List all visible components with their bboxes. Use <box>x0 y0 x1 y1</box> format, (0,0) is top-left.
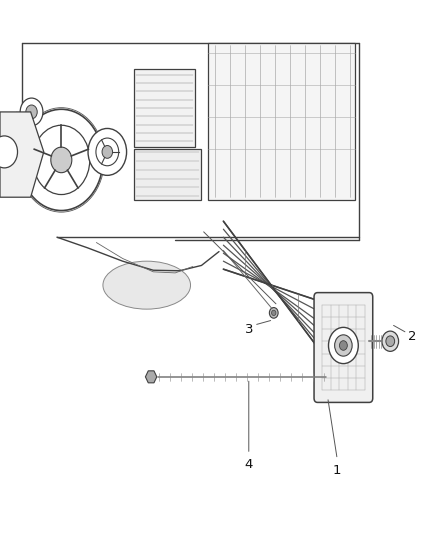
Circle shape <box>102 146 113 158</box>
Circle shape <box>386 336 395 346</box>
Text: 3: 3 <box>244 323 253 336</box>
Circle shape <box>339 341 347 350</box>
Circle shape <box>26 105 37 119</box>
Text: 2: 2 <box>408 330 417 343</box>
Circle shape <box>88 128 127 175</box>
Circle shape <box>33 125 90 195</box>
FancyBboxPatch shape <box>314 293 373 402</box>
Text: 4: 4 <box>244 458 253 471</box>
Circle shape <box>96 138 119 166</box>
Text: 1: 1 <box>333 464 342 477</box>
Polygon shape <box>0 112 44 197</box>
Circle shape <box>20 98 43 126</box>
Bar <box>134 149 201 200</box>
Circle shape <box>382 331 399 351</box>
Circle shape <box>335 335 352 356</box>
Bar <box>208 43 355 200</box>
Bar <box>134 69 195 147</box>
Circle shape <box>0 136 18 168</box>
Circle shape <box>269 308 278 318</box>
Circle shape <box>20 109 103 211</box>
Ellipse shape <box>103 261 191 309</box>
Circle shape <box>272 310 276 316</box>
Polygon shape <box>145 371 157 383</box>
Circle shape <box>51 147 72 173</box>
Circle shape <box>328 327 358 364</box>
